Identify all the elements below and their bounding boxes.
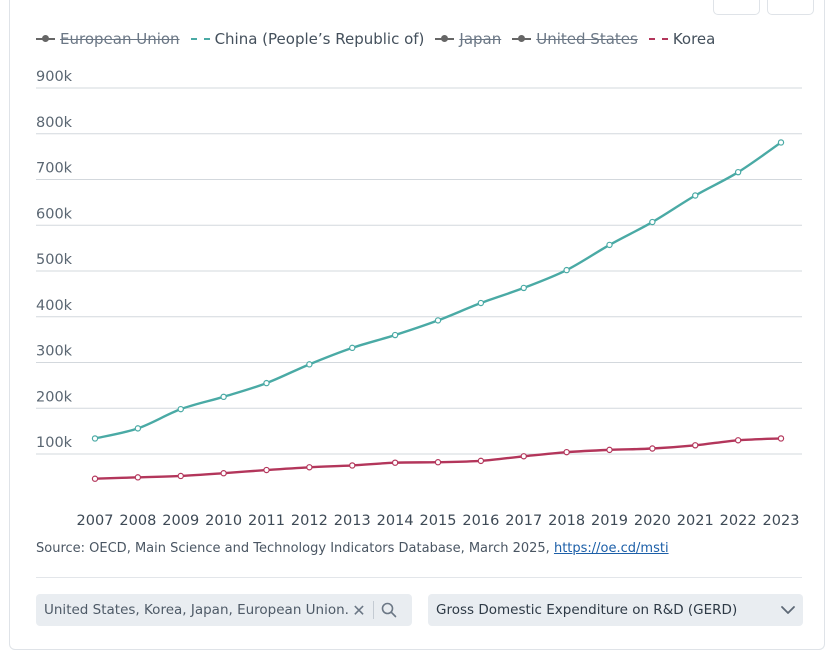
- x-tick-label: 2017: [505, 513, 542, 529]
- measure-select[interactable]: Gross Domestic Expenditure on R&D (GERD): [428, 594, 803, 626]
- data-point: [520, 284, 527, 292]
- legend-label: United States: [536, 30, 638, 48]
- y-tick-label: 500k: [36, 252, 73, 268]
- data-point: [606, 241, 613, 249]
- data-point: [91, 435, 99, 442]
- line-chart: 900k 800k 700k 600k 500k 400k 300k 200k 100k 2007…: [36, 69, 802, 529]
- x-tick-label: 2010: [205, 513, 242, 529]
- y-tick-label: 100k: [36, 435, 73, 451]
- legend-item[interactable]: European Union: [36, 30, 180, 48]
- country-filter[interactable]: United States, Korea, Japan, European Un…: [36, 594, 412, 626]
- data-point: [777, 139, 785, 146]
- data-point: [692, 192, 699, 199]
- legend-label: Korea: [672, 30, 716, 48]
- x-tick-label: 2011: [248, 513, 285, 529]
- legend-swatch-icon: [435, 33, 455, 45]
- source-note: Source: OECD, Main Science and Technolog…: [36, 541, 669, 556]
- data-point: [434, 317, 442, 324]
- data-point: [220, 470, 227, 477]
- data-point: [777, 435, 785, 442]
- legend-swatch-icon: [648, 33, 668, 45]
- data-point: [434, 459, 442, 466]
- data-point: [263, 466, 270, 474]
- x-tick-label: 2016: [462, 513, 499, 529]
- x-tick-label: 2014: [377, 513, 414, 529]
- legend-swatch-icon: [512, 33, 532, 45]
- toolbar-tab-2[interactable]: [767, 0, 814, 15]
- country-filter-value: United States, Korea, Japan, European Un…: [44, 602, 350, 618]
- data-point: [649, 218, 656, 226]
- legend-label: European Union: [60, 30, 180, 48]
- series-line: [94, 141, 782, 440]
- legend-swatch-icon: [36, 33, 55, 45]
- chart-legend: European Union China (People’s Republic o…: [36, 28, 726, 50]
- data-point: [734, 168, 742, 176]
- measure-select-value: Gross Domestic Expenditure on R&D (GERD): [436, 602, 738, 618]
- y-tick-label: 900k: [36, 69, 73, 85]
- legend-item[interactable]: United States: [512, 30, 638, 48]
- data-point: [91, 475, 99, 482]
- x-tick-label: 2023: [763, 513, 800, 529]
- chart-card: [9, 0, 825, 650]
- data-point: [134, 474, 142, 481]
- data-point: [306, 361, 313, 368]
- data-point: [563, 266, 570, 274]
- y-tick-label: 400k: [36, 298, 73, 314]
- data-point: [563, 448, 570, 456]
- data-point: [477, 299, 485, 307]
- data-point: [349, 462, 356, 469]
- divider: [36, 577, 802, 578]
- source-text: Source: OECD, Main Science and Technolog…: [36, 541, 554, 556]
- x-tick-label: 2022: [720, 513, 757, 529]
- legend-item[interactable]: Korea: [648, 30, 716, 48]
- legend-label: China (People’s Republic of): [214, 30, 425, 48]
- x-tick-label: 2015: [420, 513, 457, 529]
- search-icon[interactable]: [380, 601, 398, 619]
- source-link[interactable]: https://oe.cd/msti: [553, 541, 669, 556]
- data-point: [734, 437, 742, 444]
- data-point: [649, 445, 656, 452]
- legend-item[interactable]: China (People’s Republic of): [190, 30, 425, 48]
- data-point: [391, 331, 399, 339]
- data-point: [220, 393, 227, 401]
- y-tick-label: 300k: [36, 344, 73, 360]
- data-point: [391, 459, 399, 466]
- data-point: [306, 464, 313, 471]
- x-tick-label: 2021: [677, 513, 714, 529]
- legend-swatch-icon: [190, 33, 210, 45]
- x-tick-label: 2013: [334, 513, 371, 529]
- legend-item[interactable]: Japan: [435, 30, 501, 48]
- y-tick-label: 200k: [36, 389, 73, 405]
- chevron-down-icon[interactable]: [773, 594, 803, 626]
- close-icon[interactable]: ✕: [352, 600, 366, 620]
- y-tick-label: 700k: [36, 161, 73, 177]
- data-point: [477, 457, 485, 465]
- x-tick-label: 2008: [119, 513, 156, 529]
- data-point: [263, 379, 270, 387]
- data-point: [349, 344, 356, 352]
- x-tick-label: 2020: [634, 513, 671, 529]
- y-tick-label: 800k: [36, 115, 73, 131]
- x-tick-label: 2009: [162, 513, 199, 529]
- y-tick-label: 600k: [36, 206, 73, 222]
- legend-label: Japan: [459, 30, 502, 48]
- toolbar-tab-1[interactable]: [713, 0, 760, 15]
- x-tick-label: 2012: [291, 513, 328, 529]
- x-tick-label: 2018: [548, 513, 585, 529]
- x-tick-label: 2007: [77, 513, 114, 529]
- data-point: [177, 405, 184, 413]
- data-point: [606, 446, 613, 454]
- data-point: [520, 453, 527, 460]
- series-line: [94, 437, 782, 480]
- data-point: [134, 425, 142, 432]
- x-tick-label: 2019: [591, 513, 628, 529]
- data-point: [692, 442, 699, 449]
- filter-separator: [373, 601, 374, 619]
- data-point: [177, 472, 184, 480]
